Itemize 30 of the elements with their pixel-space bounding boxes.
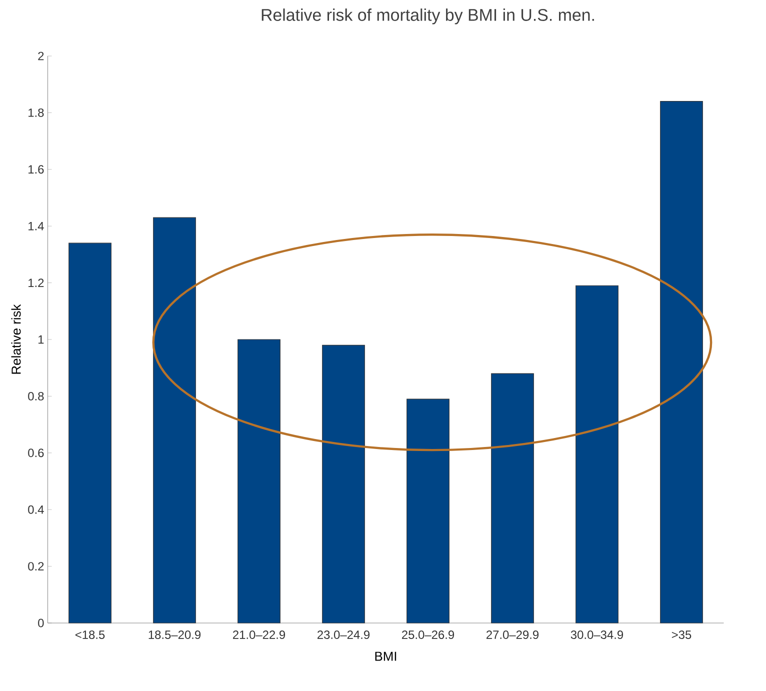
x-tick-label: <18.5 [75,630,105,639]
x-tick-label: 30.0–34.9 [570,630,624,639]
x-tick-label: 23.0–24.9 [318,630,370,639]
y-tick-label: 1 [38,335,44,344]
y-tick-label: 2 [38,52,44,60]
bar [406,398,450,624]
y-tick-label: 0 [38,618,44,628]
y-tick-label: 0.6 [28,448,44,458]
x-tick-label: 25.0–26.9 [402,630,454,639]
y-tick-label: 0.8 [28,392,44,400]
chart-title: Relative risk of mortality by BMI in U.S. men. [262,8,594,24]
bar [660,101,703,624]
bar [322,344,365,624]
bar [68,242,112,624]
y-tick-label: 1.4 [28,222,44,230]
bar [153,217,196,624]
x-tick-label: >35 [672,630,692,639]
bar [576,285,618,624]
bar [238,339,280,624]
y-tick-label: 1.8 [28,108,44,117]
x-tick-label: 21.0–22.9 [233,630,286,639]
bar [491,373,534,624]
y-tick-label: 1.6 [28,165,44,174]
x-axis-title: BMI [375,652,396,661]
y-axis-title: Relative risk [11,304,21,374]
y-tick-label: 1.2 [28,278,44,287]
y-tick-label: 0.2 [28,562,44,571]
y-tick-label: 0.4 [28,505,44,514]
x-tick-label: 27.0–29.9 [486,630,539,639]
x-tick-label: 18.5–20.9 [148,630,201,639]
